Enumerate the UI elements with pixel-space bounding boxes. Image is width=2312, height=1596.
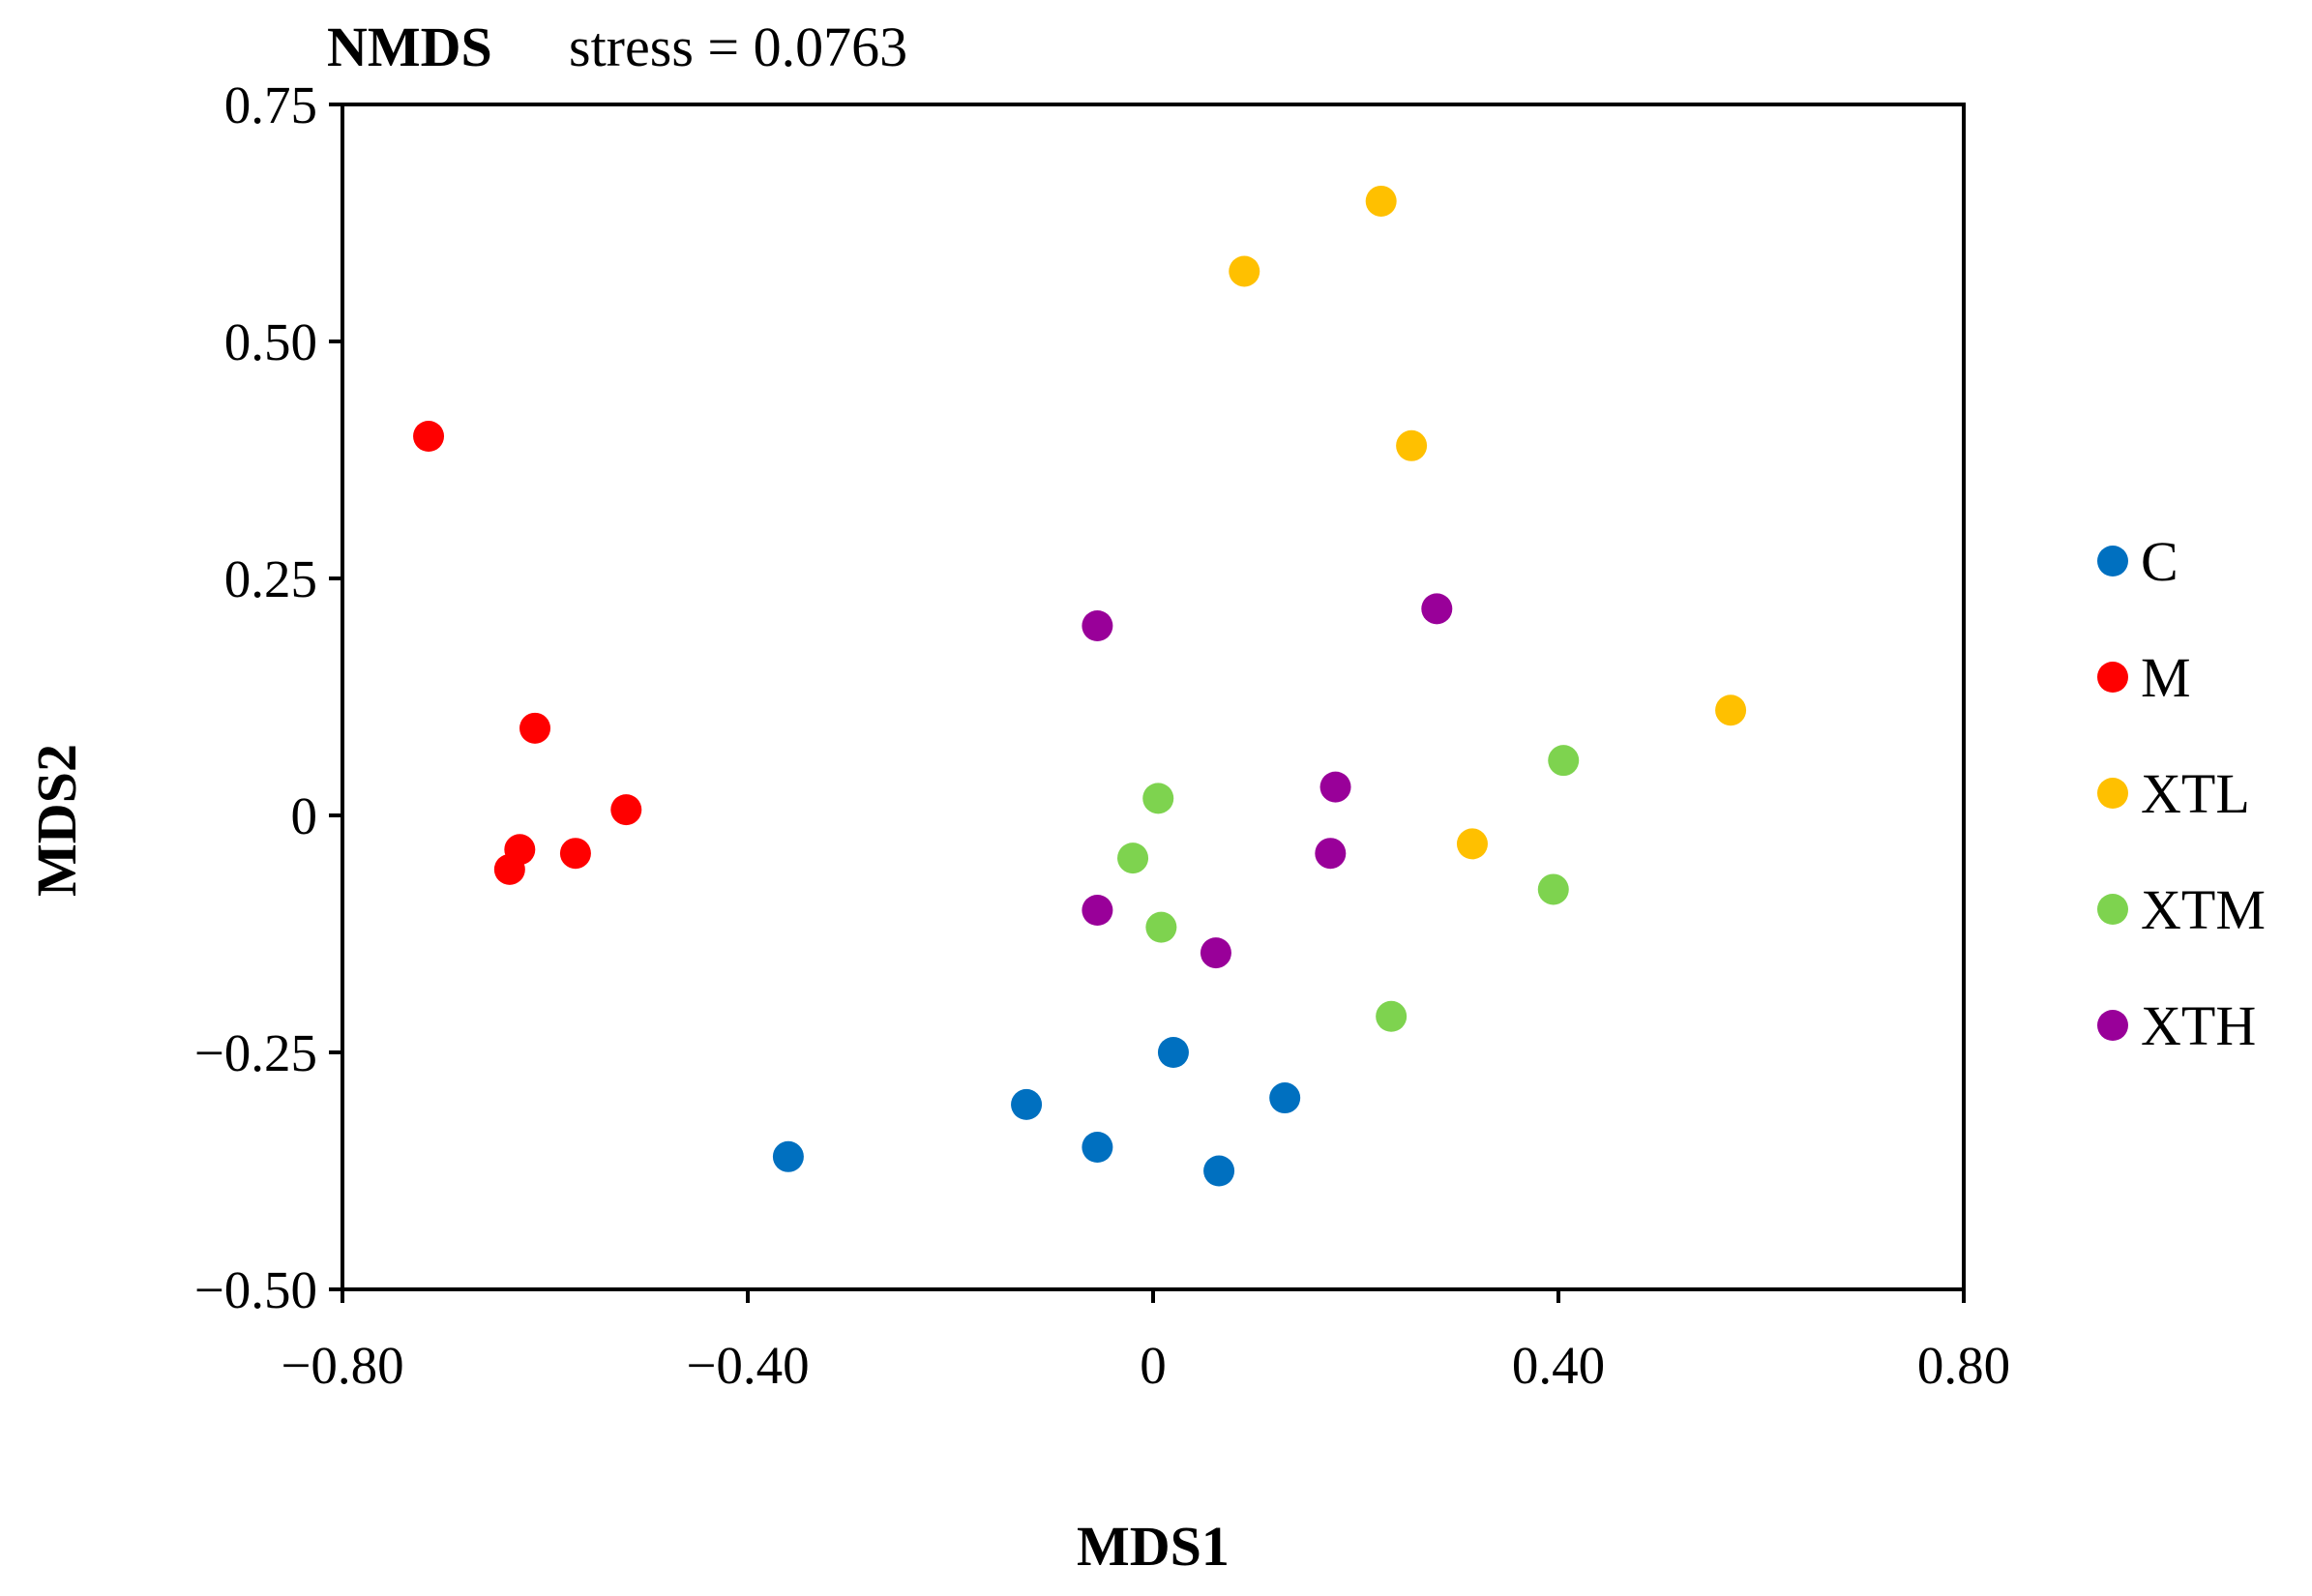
point-c bbox=[1011, 1088, 1043, 1120]
point-xtl bbox=[1396, 429, 1428, 461]
legend-marker-xtm bbox=[2097, 894, 2128, 925]
point-xtl bbox=[1365, 185, 1397, 217]
point-xtl bbox=[1715, 695, 1747, 726]
point-xtm bbox=[1117, 842, 1149, 874]
point-c bbox=[1157, 1037, 1189, 1068]
point-m bbox=[413, 421, 445, 452]
y-axis-label: MDS2 bbox=[25, 744, 88, 897]
y-axis-ticks: −0.50 −0.25 0 0.25 0.50 0.75 bbox=[194, 75, 342, 1319]
y-tick-label: 0.25 bbox=[224, 549, 317, 608]
point-c bbox=[1203, 1155, 1235, 1187]
x-tick-label: −0.80 bbox=[281, 1336, 403, 1395]
point-c bbox=[1269, 1082, 1301, 1114]
legend-label-xth: XTH bbox=[2141, 994, 2256, 1057]
x-tick-label: 0.40 bbox=[1512, 1336, 1605, 1395]
point-xtl bbox=[1456, 828, 1488, 860]
legend-label-c: C bbox=[2141, 530, 2179, 593]
x-tick-label: 0 bbox=[1140, 1336, 1167, 1395]
point-m bbox=[493, 853, 525, 885]
point-xth bbox=[1315, 838, 1347, 870]
point-xtm bbox=[1537, 873, 1569, 905]
x-tick-label: 0.80 bbox=[1917, 1336, 2010, 1395]
legend-marker-xth bbox=[2097, 1010, 2128, 1041]
y-tick-label: −0.25 bbox=[194, 1023, 317, 1082]
point-xth bbox=[1200, 937, 1231, 969]
point-xtm bbox=[1548, 745, 1580, 777]
point-xtm bbox=[1145, 911, 1177, 943]
point-xth bbox=[1082, 895, 1113, 926]
point-xtm bbox=[1376, 1000, 1408, 1032]
chart-title: NMDS bbox=[327, 15, 492, 78]
y-tick-label: 0.50 bbox=[224, 312, 317, 371]
point-m bbox=[519, 712, 551, 744]
point-c bbox=[772, 1140, 804, 1172]
point-xtl bbox=[1229, 255, 1260, 287]
point-xth bbox=[1082, 610, 1113, 641]
point-xth bbox=[1421, 593, 1453, 625]
point-xth bbox=[1319, 771, 1351, 803]
legend-label-xtm: XTM bbox=[2141, 878, 2266, 941]
y-tick-label: 0 bbox=[291, 786, 318, 845]
point-c bbox=[1082, 1132, 1113, 1163]
chart-subtitle: stress = 0.0763 bbox=[569, 15, 907, 78]
legend-marker-c bbox=[2097, 546, 2128, 576]
y-tick-label: 0.75 bbox=[224, 75, 317, 134]
plot-area bbox=[341, 103, 1966, 1291]
legend-label-m: M bbox=[2141, 646, 2191, 709]
x-axis-ticks: −0.80 −0.40 0 0.40 0.80 bbox=[281, 1289, 2010, 1395]
legend-marker-xtl bbox=[2097, 778, 2128, 809]
point-xtm bbox=[1142, 783, 1174, 814]
point-m bbox=[559, 838, 591, 870]
y-tick-label: −0.50 bbox=[194, 1260, 317, 1319]
point-m bbox=[610, 794, 642, 826]
legend-marker-m bbox=[2097, 662, 2128, 693]
legend-label-xtl: XTL bbox=[2141, 762, 2250, 825]
legend: CM XTL XTM XTH bbox=[2097, 530, 2266, 1057]
x-axis-label: MDS1 bbox=[1077, 1515, 1230, 1578]
x-tick-label: −0.40 bbox=[686, 1336, 809, 1395]
data-points bbox=[413, 185, 1747, 1187]
